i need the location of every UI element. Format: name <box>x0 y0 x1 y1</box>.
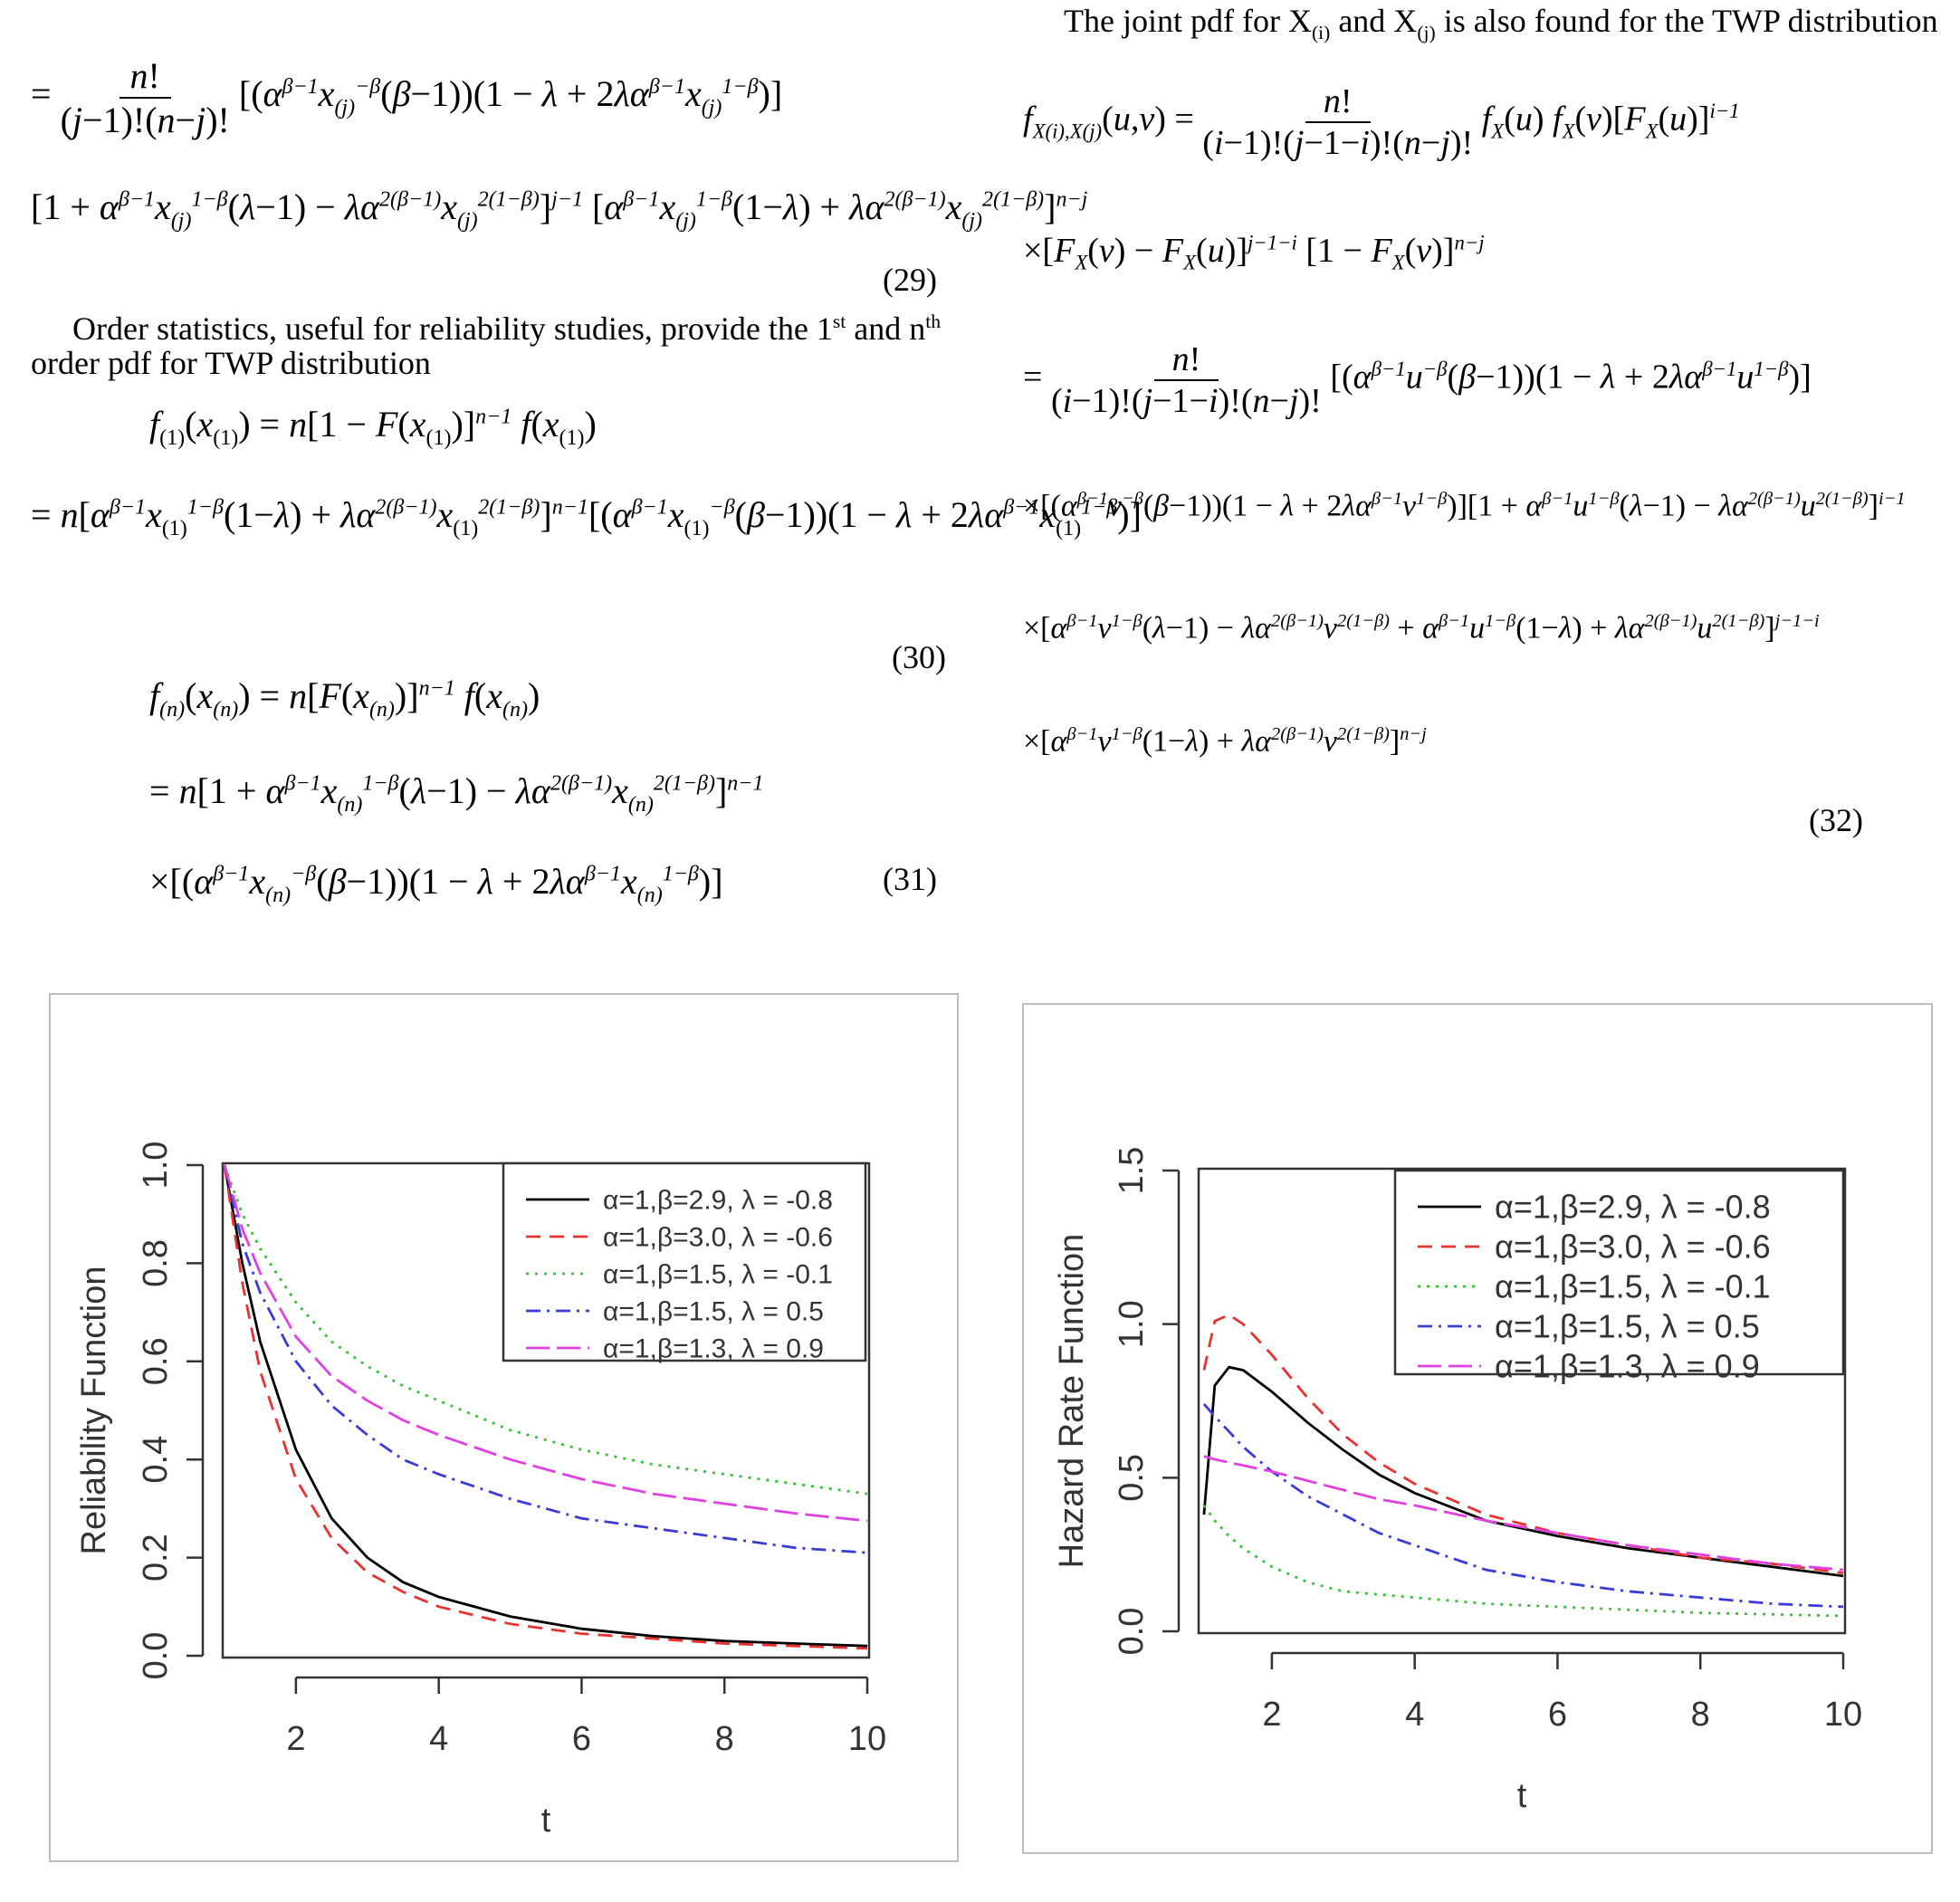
eq30-line1: f(1)(x(1)) = n[1 − F(x(1))]n−1 f(x(1)) <box>149 404 597 450</box>
x-tick-label: 8 <box>1691 1696 1710 1734</box>
eq31-line1: f(n)(x(n)) = n[F(x(n))]n−1 f(x(n)) <box>149 675 540 722</box>
x-axis-label: t <box>541 1802 551 1840</box>
joint-pdf-intro: The joint pdf for X(i) and X(j) is also … <box>1064 3 1938 44</box>
y-tick-label: 1.0 <box>137 1142 175 1190</box>
legend-entry: α=1,β=2.9, λ = -0.8 <box>1495 1189 1771 1226</box>
eq32-line2: ×[FX(v) − FX(u)]j−1−i [1 − FX(v)]n−j <box>1023 231 1485 274</box>
eq32-line6: ×[αβ−1v1−β(1−λ) + λα2(β−1)v2(1−β)]n−j <box>1023 724 1427 759</box>
y-axis-label: Hazard Rate Function <box>1053 1234 1091 1569</box>
y-tick-label: 0.0 <box>1113 1608 1151 1656</box>
hazard-figure: 2 4 6 8 10 0.0 0.5 1.0 1.5 t Hazard Rate Function α… <box>1022 1003 1933 1854</box>
legend-entry: α=1,β=1.3, λ = 0.9 <box>1495 1348 1760 1385</box>
eq31-line2: = n[1 + αβ−1x(n)1−β(λ−1) − λα2(β−1)x(n)2… <box>149 770 764 817</box>
reliability-figure: 2 4 6 8 10 0.0 0.2 0.4 0.6 0.8 1.0 t Reliability Fun… <box>49 993 959 1862</box>
x-tick-label: 2 <box>286 1720 305 1758</box>
legend-entry: α=1,β=1.5, λ = 0.5 <box>1495 1308 1760 1345</box>
x-tick-label: 8 <box>715 1720 734 1758</box>
eq30-line2: = n[αβ−1x(1)1−β(1−λ) + λα2(β−1)x(1)2(1−β… <box>31 494 1142 540</box>
series-line-1 <box>223 1164 868 1648</box>
order-stats-line1: Order statistics, useful for reliability… <box>72 311 941 347</box>
legend-entry: α=1,β=1.5, λ = -0.1 <box>1495 1268 1771 1305</box>
eq32-line3: = n! (i−1)!(j−1−i)!(n−j)! [(αβ−1u−β(β−1)… <box>1023 340 1812 420</box>
eq31-line3: ×[(αβ−1x(n)−β(β−1))(1 − λ + 2λαβ−1x(n)1−… <box>149 861 723 907</box>
y-axis: 0.0 0.5 1.0 1.5 <box>1113 1147 1181 1656</box>
y-axis-label: Reliability Function <box>75 1266 113 1555</box>
reliability-chart: 2 4 6 8 10 0.0 0.2 0.4 0.6 0.8 1.0 t Reliability Fun… <box>75 1142 886 1840</box>
x-axis: 2 4 6 8 10 <box>1262 1651 1862 1734</box>
eq32-line1: fX(i),X(j)(u,v) = n! (i−1)!(j−1−i)!(n−j)… <box>1023 82 1740 162</box>
eq32-line5: ×[αβ−1v1−β(λ−1) − λα2(β−1)v2(1−β) + αβ−1… <box>1023 611 1820 645</box>
x-tick-label: 4 <box>1405 1696 1424 1734</box>
legend-entry: α=1,β=1.3, λ = 0.9 <box>603 1334 824 1364</box>
y-tick-label: 1.5 <box>1113 1147 1151 1195</box>
x-tick-label: 6 <box>572 1720 591 1758</box>
x-tick-label: 10 <box>848 1720 886 1758</box>
y-tick-label: 0.2 <box>137 1534 175 1582</box>
eq29-line2: [1 + αβ−1x(j)1−β(λ−1) − λα2(β−1)x(j)2(1−… <box>31 186 1088 233</box>
x-tick-label: 4 <box>429 1720 448 1758</box>
legend: α=1,β=2.9, λ = -0.8α=1,β=3.0, λ = -0.6α=… <box>1393 1169 1845 1385</box>
plot-box <box>1197 1167 1847 1635</box>
y-tick-label: 0.0 <box>137 1632 175 1680</box>
series-line-2 <box>1202 1313 1844 1574</box>
y-tick-label: 0.4 <box>137 1436 175 1484</box>
legend: α=1,β=2.9, λ = -0.8 α=1,β=3.0, λ = -0.6 α=… <box>502 1161 867 1364</box>
eq30-number: (30) <box>892 639 946 675</box>
y-tick-label: 0.8 <box>137 1239 175 1287</box>
eq29-number: (29) <box>883 262 937 298</box>
y-tick-label: 0.5 <box>1113 1454 1151 1502</box>
series-line-5 <box>223 1164 868 1523</box>
eq32-line4: ×[(αβ−1v−β(β−1))(1 − λ + 2λαβ−1v1−β)][1 … <box>1023 489 1906 523</box>
legend-entry: α=1,β=3.0, λ = -0.6 <box>603 1223 833 1253</box>
series-line-3 <box>223 1164 868 1496</box>
eq32-number: (32) <box>1809 802 1863 838</box>
series-line-4 <box>1202 1402 1844 1609</box>
x-tick-label: 2 <box>1262 1696 1281 1734</box>
hazard-chart: 2 4 6 8 10 0.0 0.5 1.0 1.5 t Hazard Rate Function α… <box>1053 1147 1862 1815</box>
x-tick-label: 10 <box>1824 1696 1862 1734</box>
y-tick-label: 1.0 <box>1113 1300 1151 1348</box>
legend-entry: α=1,β=1.5, λ = 0.5 <box>603 1297 824 1327</box>
x-axis-label: t <box>1517 1777 1527 1815</box>
y-tick-label: 0.6 <box>137 1337 175 1385</box>
eq31-number: (31) <box>883 861 937 897</box>
legend-entry: α=1,β=3.0, λ = -0.6 <box>1495 1228 1771 1266</box>
legend-box <box>1393 1169 1845 1376</box>
order-stats-line2: order pdf for TWP distribution <box>31 345 431 381</box>
legend-entry: α=1,β=1.5, λ = -0.1 <box>603 1260 833 1290</box>
series-line-2 <box>223 1164 868 1650</box>
legend-box <box>502 1161 867 1362</box>
series-line-1 <box>1202 1365 1844 1578</box>
legend-entry: α=1,β=2.9, λ = -0.8 <box>603 1186 833 1216</box>
x-axis: 2 4 6 8 10 <box>286 1676 886 1758</box>
x-tick-label: 6 <box>1548 1696 1567 1734</box>
y-axis: 0.0 0.2 0.4 0.6 0.8 1.0 <box>137 1142 205 1680</box>
eq29-line1: = n! (j−1)!(n−j)! [(αβ−1x(j)−β(β−1))(1 −… <box>31 55 783 140</box>
series-line-3 <box>1202 1505 1844 1618</box>
series-line-5 <box>1203 1455 1844 1572</box>
